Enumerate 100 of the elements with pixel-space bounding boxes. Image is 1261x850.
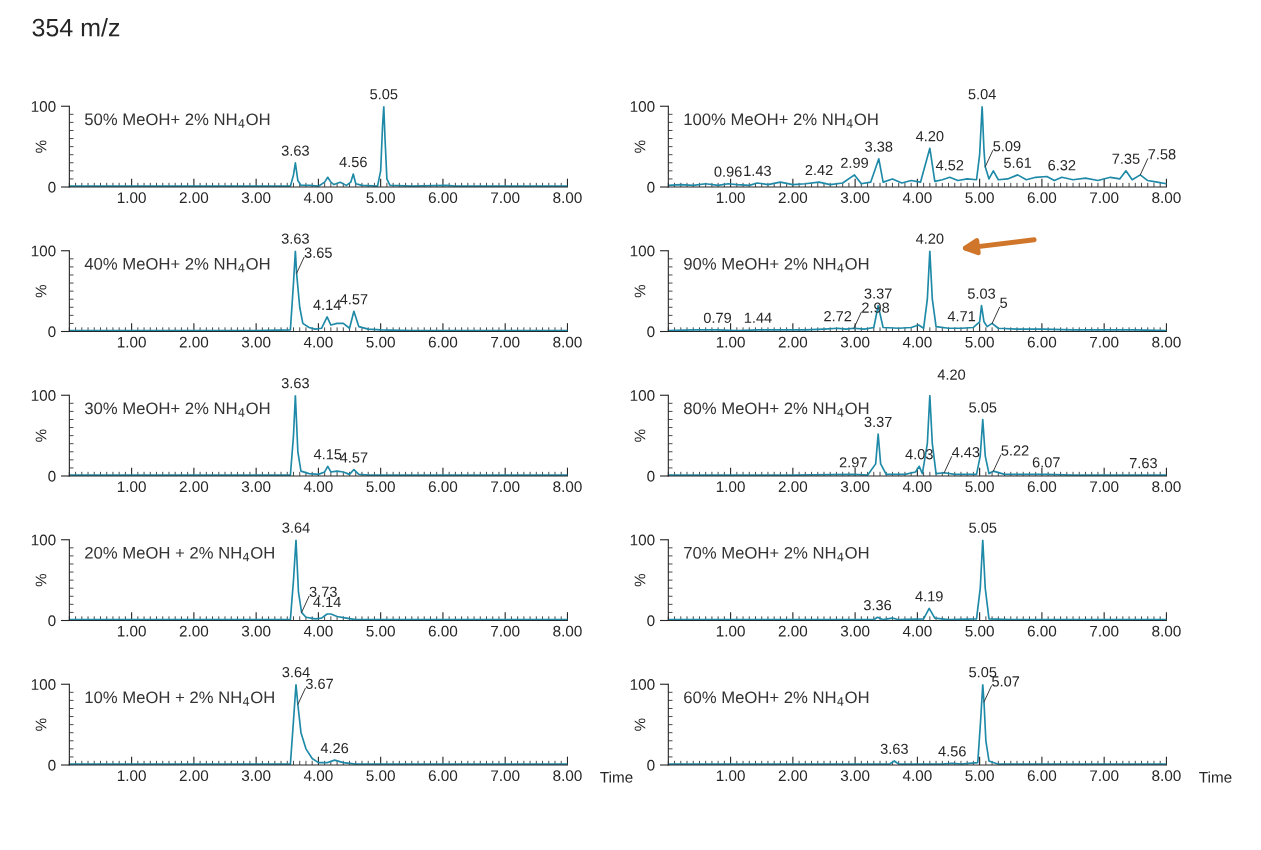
x-tick-label: 6.00 — [1027, 481, 1057, 493]
x-tick-label: 1.00 — [716, 625, 745, 637]
annotation: 5.05 — [969, 402, 997, 413]
x-tick-label: 1.00 — [117, 770, 146, 782]
x-tick-label: 3.00 — [840, 192, 870, 204]
x-tick-label: 2.00 — [179, 770, 209, 782]
x-tick-label: 3.00 — [241, 625, 271, 637]
annotation: 4.20 — [937, 369, 966, 380]
annotation: 3.64 — [282, 667, 310, 678]
x-tick-label: 8.00 — [553, 336, 582, 348]
annotation: 2.97 — [839, 457, 867, 468]
chart-subtitle: 60% MeOH+ 2% NH$_{4}$OH — [684, 691, 869, 706]
annotation: 5.04 — [968, 89, 996, 100]
annotation: 4.14 — [313, 299, 341, 310]
x-tick-label: 4.00 — [902, 770, 932, 782]
annotation: 4.20 — [915, 233, 944, 244]
x-axis-title: Time — [600, 771, 633, 783]
x-tick-label: 8.00 — [1152, 625, 1181, 637]
chart-subtitle: 50% MeOH+ 2% NH$_{4}$OH — [84, 113, 270, 128]
x-tick-label: 7.00 — [1090, 336, 1119, 348]
annotation: 0.79 — [703, 312, 732, 323]
annotation: 6.07 — [1032, 457, 1060, 468]
annotation: 4.14 — [313, 596, 341, 607]
annotation: 5.05 — [370, 89, 398, 100]
x-tick-label: 5.00 — [366, 336, 395, 348]
annotation: 4.57 — [340, 452, 368, 463]
chart-title: 354 m/z — [32, 18, 120, 37]
y-tick-label: 100 — [31, 534, 56, 546]
y-tick-label: 100 — [31, 390, 56, 401]
x-tick-label: 2.00 — [778, 625, 808, 637]
annotation: 7.35 — [1112, 153, 1140, 164]
y-tick-label: 0 — [48, 326, 56, 338]
x-tick-label: 4.00 — [303, 625, 333, 637]
x-tick-label: 4.00 — [902, 481, 932, 493]
x-tick-label: 3.00 — [241, 192, 271, 204]
annotation: 5.07 — [992, 676, 1020, 687]
x-tick-label: 6.00 — [428, 192, 458, 204]
annotation: 1.44 — [744, 312, 772, 323]
y-tick-label: 0 — [48, 615, 56, 627]
annotation: 4.19 — [915, 591, 943, 602]
annotation: 3.38 — [865, 141, 893, 152]
annotation: 0.96 — [714, 166, 742, 177]
annotation: 1.43 — [744, 165, 771, 177]
chart-subtitle: 10% MeOH + 2% NH$_{4}$OH — [85, 691, 274, 706]
x-tick-label: 5.00 — [366, 192, 395, 204]
y-axis-title: % — [634, 718, 646, 731]
annotation: 6.32 — [1048, 160, 1076, 171]
y-tick-label: 0 — [48, 759, 56, 771]
x-tick-label: 5.00 — [965, 481, 994, 493]
x-tick-label: 7.00 — [491, 770, 520, 782]
chart-subtitle: 90% MeOH+ 2% NH$_{4}$OH — [684, 257, 869, 273]
x-tick-label: 1.00 — [117, 625, 146, 637]
x-tick-label: 7.00 — [1090, 192, 1119, 204]
annotation: 3.63 — [880, 743, 908, 755]
y-tick-label: 100 — [630, 679, 655, 690]
y-axis-title: % — [634, 284, 646, 298]
annotation: 4.26 — [320, 742, 349, 754]
annotation: 3.65 — [304, 247, 332, 258]
y-tick-label: 100 — [630, 390, 655, 401]
x-tick-label: 4.00 — [303, 336, 333, 348]
x-tick-label: 8.00 — [1152, 481, 1181, 493]
y-tick-label: 0 — [647, 470, 655, 482]
y-tick-label: 100 — [630, 534, 655, 546]
x-tick-label: 8.00 — [553, 625, 582, 637]
x-tick-label: 5.00 — [965, 192, 994, 204]
x-tick-label: 2.00 — [179, 336, 209, 348]
x-tick-label: 7.00 — [491, 625, 520, 637]
x-tick-label: 4.00 — [303, 192, 333, 204]
annotation: 4.20 — [915, 130, 944, 142]
x-tick-label: 7.00 — [1090, 770, 1119, 782]
x-tick-label: 6.00 — [428, 770, 458, 782]
chart-subtitle: 100% MeOH+ 2% NH$_{4}$OH — [684, 113, 878, 128]
annotation: 5.22 — [1001, 445, 1029, 456]
y-axis-title: % — [35, 718, 47, 731]
x-tick-label: 3.00 — [241, 481, 271, 493]
x-tick-label: 3.00 — [241, 770, 271, 782]
x-tick-label: 8.00 — [1152, 336, 1181, 348]
x-tick-label: 5.00 — [366, 481, 395, 493]
chart-subtitle: 30% MeOH+ 2% NH$_{4}$OH — [84, 402, 270, 417]
annotation: 5.05 — [969, 667, 997, 678]
x-tick-label: 7.00 — [491, 336, 520, 348]
x-tick-label: 2.00 — [179, 481, 209, 493]
x-tick-label: 3.00 — [840, 481, 870, 493]
x-tick-label: 2.00 — [179, 625, 209, 637]
y-tick-label: 100 — [31, 245, 56, 257]
y-axis-title: % — [634, 573, 646, 587]
x-tick-label: 4.00 — [902, 192, 932, 204]
annotation: 3.64 — [282, 522, 310, 533]
annotation: 5.09 — [993, 141, 1021, 152]
annotation: 3.73 — [309, 586, 337, 597]
x-tick-label: 1.00 — [716, 770, 745, 782]
y-tick-label: 0 — [48, 470, 56, 482]
y-axis-title: % — [35, 573, 47, 587]
y-tick-label: 0 — [647, 615, 655, 627]
y-axis-title: % — [35, 140, 47, 153]
annotation: 5.05 — [969, 522, 997, 533]
x-tick-label: 1.00 — [117, 192, 146, 204]
annotation: 7.58 — [1148, 149, 1176, 160]
annotation: 3.63 — [281, 145, 309, 156]
chart-subtitle: 40% MeOH+ 2% NH$_{4}$OH — [84, 257, 270, 273]
